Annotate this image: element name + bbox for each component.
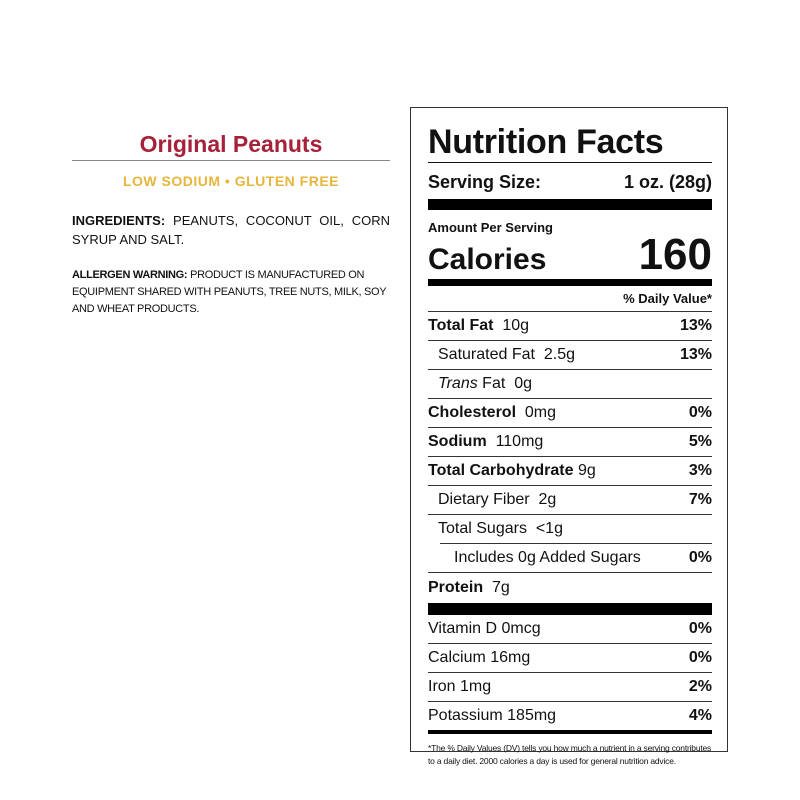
calories: Calories 160 [428, 230, 712, 286]
calories-label: Calories [428, 243, 547, 276]
vitamin-name: Potassium [428, 707, 503, 724]
vitamin-amount: 185mg [507, 707, 557, 724]
allergen: ALLERGEN WARNING: PRODUCT IS MANUFACTURE… [72, 267, 390, 318]
allergen-text: PRODUCT IS MANUFACTURED ON EQUIPMENT SHA… [72, 269, 387, 315]
nutrient-dv: 0% [688, 549, 712, 566]
nutrient-dv: 7% [688, 491, 712, 508]
nutrient-dv: 0% [688, 404, 712, 421]
ingredients: INGREDIENTS: PEANUTS, COCONUT OIL, CORN … [72, 211, 390, 249]
vitamin-row: Potassium 185mg 4% [428, 702, 712, 734]
product-title: Original Peanuts [72, 128, 390, 161]
nutrient-amount: <1g [535, 520, 563, 537]
serving-label: Serving Size: [428, 172, 542, 192]
calories-value: 160 [638, 230, 712, 279]
nutrient-amount: 2g [538, 491, 557, 508]
serving: Serving Size: 1 oz. (28g) [428, 163, 712, 210]
daily-value-header: % Daily Value* [428, 286, 712, 312]
nutrient-name: Total Carbohydrate [428, 462, 574, 479]
nutrient-name: Total Sugars [438, 520, 527, 537]
vitamin-amount: 0mcg [501, 620, 541, 637]
nutrient-row: Trans Fat 0g [428, 370, 712, 399]
nutrient-name: Saturated Fat [438, 346, 535, 363]
nutrient-row: Dietary Fiber 2g 7% [428, 486, 712, 515]
nutrient-row: Sodium 110mg 5% [428, 428, 712, 457]
amount-per-serving: Amount Per Serving [428, 220, 553, 235]
serving-value: 1 oz. (28g) [623, 172, 712, 192]
nutrient-name: Fat [482, 375, 506, 392]
nutrient-name: Sodium [428, 433, 487, 450]
product-subtitle: LOW SODIUM • GLUTEN FREE [122, 173, 339, 189]
nutrient-amount: 0mg [524, 404, 557, 421]
nutrient-dv: 13% [679, 317, 712, 334]
vitamin-dv: 0% [688, 620, 712, 637]
nutrient-name: Includes 0g Added Sugars [454, 549, 641, 566]
vitamin-amount: 16mg [490, 649, 531, 666]
nutrient-row: Cholesterol 0mg 0% [428, 399, 712, 428]
footnote: *The % Daily Values (DV) tells you how m… [428, 743, 712, 766]
nutrient-amount: 7g [492, 579, 510, 596]
nutrient-row: Total Fat 10g 13% [428, 312, 712, 341]
nutrient-dv: 13% [679, 346, 712, 363]
vitamin-row: Iron 1mg 2% [428, 673, 712, 702]
divider [440, 543, 712, 544]
nutrient-amount: 10g [502, 317, 530, 334]
nutrient-name-italic: Trans [438, 375, 478, 392]
nutrient-row: Includes 0g Added Sugars 0% [428, 544, 712, 573]
nutrient-name: Cholesterol [428, 404, 517, 421]
nutrient-name: Total Fat [428, 317, 494, 334]
nutrient-dv: 3% [688, 462, 712, 479]
vitamin-name: Vitamin D [428, 620, 498, 637]
nutrient-amount: 9g [577, 462, 596, 479]
product-panel: Original Peanuts LOW SODIUM • GLUTEN FRE… [72, 128, 390, 318]
nutrient-name: Dietary Fiber [438, 491, 530, 508]
nutrient-name: Protein [428, 579, 484, 596]
vitamin-name: Iron [428, 678, 456, 695]
nutrient-row: Saturated Fat 2.5g 13% [428, 341, 712, 370]
nutrient-row: Total Carbohydrate 9g 3% [428, 457, 712, 486]
ingredients-label: INGREDIENTS: [72, 213, 166, 228]
allergen-label: ALLERGEN WARNING: [72, 269, 188, 281]
nutrient-amount: 0g [514, 375, 532, 392]
nutrient-row: Protein 7g [428, 573, 712, 615]
nutrient-amount: 110mg [495, 433, 544, 450]
nutrient-row: Total Sugars <1g [428, 515, 712, 543]
nutrition-label: Nutrition Facts Serving Size: 1 oz. (28g)… [410, 107, 728, 766]
nutrient-dv: 5% [688, 433, 712, 450]
label-title: Nutrition Facts [428, 122, 712, 163]
vitamin-amount: 1mg [460, 678, 492, 695]
vitamin-name: Calcium [428, 649, 486, 666]
vitamin-dv: 4% [688, 707, 712, 724]
vitamin-dv: 2% [688, 678, 712, 695]
ingredients-text: PEANUTS, COCONUT OIL, CORN SYRUP AND SAL… [72, 213, 390, 247]
vitamin-dv: 0% [688, 649, 712, 666]
nutrient-amount: 2.5g [543, 346, 575, 363]
vitamin-row: Vitamin D 0mcg 0% [428, 615, 712, 644]
vitamin-row: Calcium 16mg 0% [428, 644, 712, 673]
